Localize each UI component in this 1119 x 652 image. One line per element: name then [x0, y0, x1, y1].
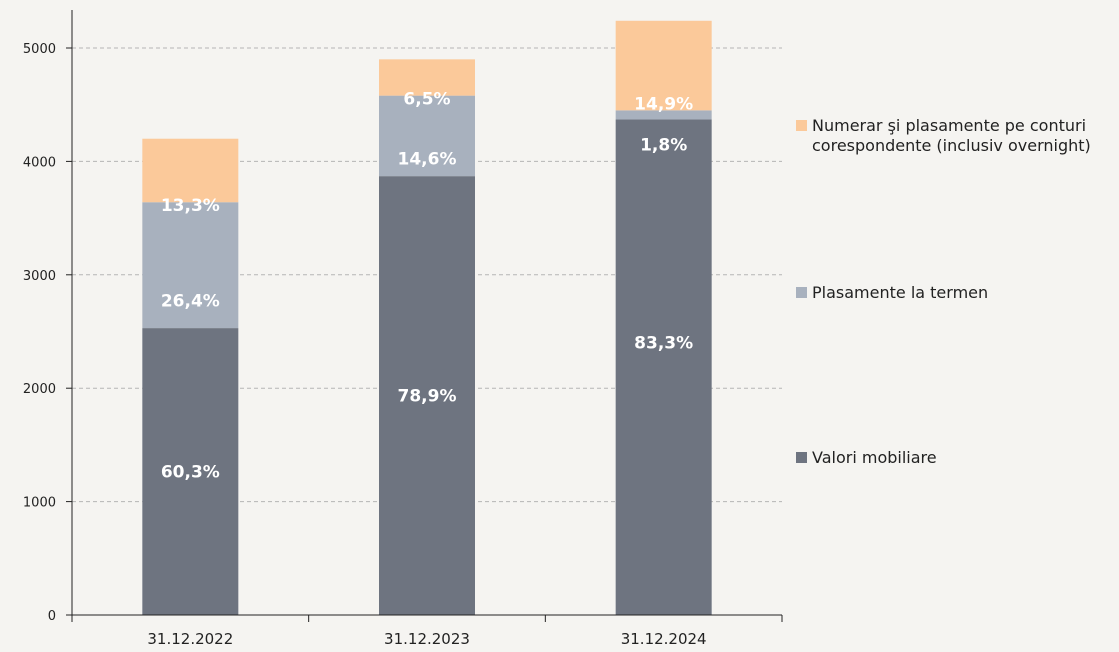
legend-swatch: [796, 452, 807, 463]
y-tick-label: 4000: [23, 155, 56, 170]
y-tick-label: 0: [48, 609, 56, 624]
data-labels: 60,3% 26,4% 13,3% 78,9% 14,6% 6,5% 83,3% 1,8% 14…: [161, 90, 693, 483]
bar-segment: [142, 328, 239, 615]
y-tick-label: 3000: [23, 269, 56, 284]
y-tick-label: 5000: [23, 42, 56, 57]
data-label: 78,9%: [398, 387, 457, 407]
legend: Numerar şi plasamente pe conturicorespon…: [796, 116, 1091, 467]
bar-segment: [142, 202, 239, 329]
x-tick-label: 31.12.2024: [621, 630, 707, 648]
legend-swatch: [796, 120, 807, 131]
data-label: 60,3%: [161, 463, 220, 483]
data-label: 26,4%: [161, 291, 220, 311]
bar-segment: [379, 95, 475, 177]
bar-segment: [615, 20, 712, 111]
data-label: 13,3%: [161, 196, 220, 216]
legend-label: corespondente (inclusiv overnight): [812, 136, 1091, 155]
bar-segment: [615, 110, 712, 120]
bar-segment: [379, 176, 475, 615]
data-label: 83,3%: [634, 333, 693, 353]
y-tick-label: 2000: [23, 382, 56, 397]
data-label: 14,6%: [398, 149, 457, 169]
data-label: 1,8%: [640, 135, 687, 155]
legend-label: Plasamente la termen: [812, 283, 988, 302]
data-label: 6,5%: [403, 90, 450, 110]
legend-label: Numerar şi plasamente pe conturi: [812, 116, 1086, 135]
bars: [142, 20, 712, 615]
bar-segment: [379, 59, 475, 96]
y-tick-label: 1000: [23, 496, 56, 511]
bar-segment: [615, 119, 712, 615]
bar-segment: [142, 138, 239, 203]
x-tick-label: 31.12.2023: [384, 630, 470, 648]
axes: 0 1000 2000 3000 4000 5000 31.12.2022 31.12.202…: [23, 10, 783, 648]
data-label: 14,9%: [634, 94, 693, 114]
x-tick-label: 31.12.2022: [147, 630, 233, 648]
legend-swatch: [796, 287, 807, 298]
legend-label: Valori mobiliare: [812, 448, 937, 467]
